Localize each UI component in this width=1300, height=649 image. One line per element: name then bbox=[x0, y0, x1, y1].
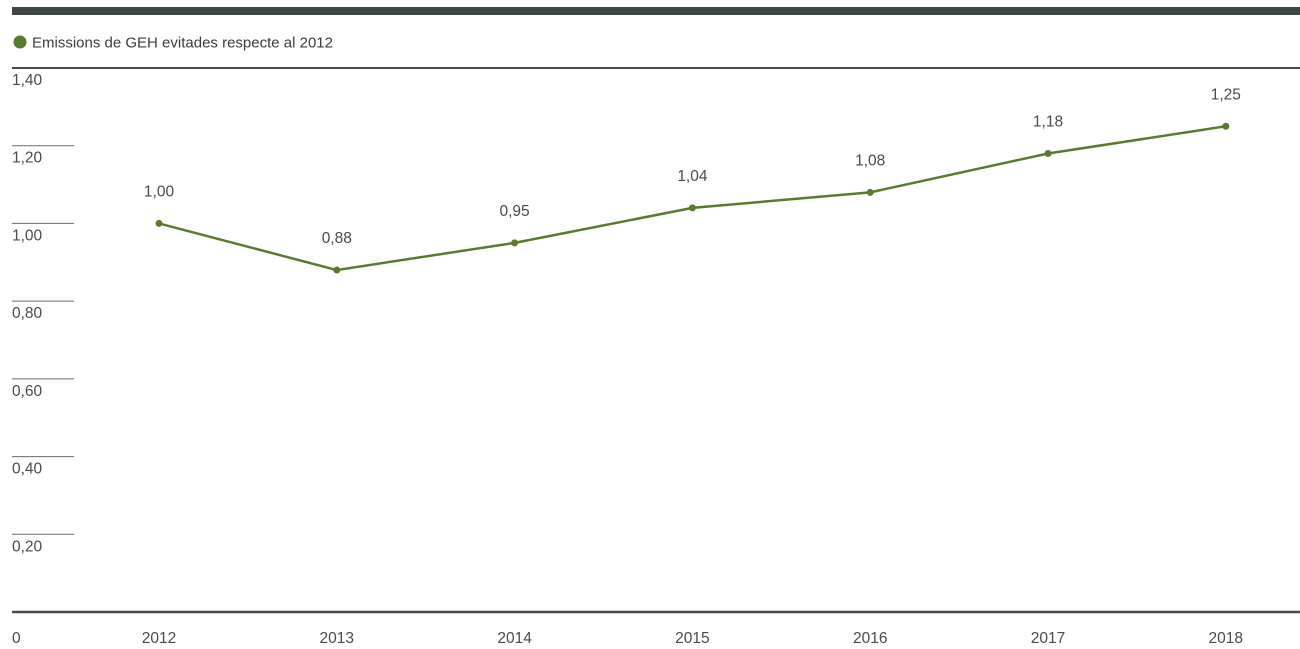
data-point bbox=[866, 188, 874, 196]
data-point bbox=[688, 204, 696, 212]
x-tick-label: 2015 bbox=[675, 630, 709, 647]
data-point bbox=[333, 266, 341, 274]
data-point bbox=[1222, 122, 1230, 130]
legend-label: Emissions de GEH evitades respecte al 20… bbox=[32, 35, 333, 52]
x-tick-label: 2012 bbox=[142, 630, 176, 647]
x-tick-label: 2017 bbox=[1031, 630, 1065, 647]
data-label: 1,08 bbox=[855, 152, 885, 169]
data-point bbox=[511, 239, 519, 247]
y-tick-label: 0,80 bbox=[12, 305, 43, 322]
y-tick-label-zero: 0 bbox=[12, 630, 21, 647]
data-label: 1,18 bbox=[1033, 113, 1063, 130]
top-header-bar bbox=[12, 7, 1300, 15]
data-label: 1,04 bbox=[677, 168, 708, 185]
y-tick-label: 0,40 bbox=[12, 461, 43, 478]
data-label: 1,00 bbox=[144, 183, 175, 200]
data-label: 0,88 bbox=[322, 230, 352, 247]
y-tick-label: 0,20 bbox=[12, 538, 43, 555]
y-tick-label: 1,00 bbox=[12, 227, 43, 244]
x-tick-label: 2014 bbox=[497, 630, 532, 647]
x-tick-label: 2018 bbox=[1209, 630, 1243, 647]
y-tick-label: 1,40 bbox=[12, 72, 43, 89]
data-label: 0,95 bbox=[500, 203, 530, 220]
legend: Emissions de GEH evitades respecte al 20… bbox=[13, 35, 333, 52]
y-tick-label: 1,20 bbox=[12, 150, 43, 167]
data-point bbox=[1044, 149, 1052, 157]
x-tick-label: 2013 bbox=[320, 630, 354, 647]
data-point bbox=[155, 219, 163, 227]
x-tick-label: 2016 bbox=[853, 630, 887, 647]
y-axis: 1,40 1,20 1,00 0,80 0,60 0,40 0,20 bbox=[12, 72, 74, 555]
series-line bbox=[158, 125, 1226, 272]
data-label: 1,25 bbox=[1211, 86, 1241, 103]
series-group: 1,00 0,88 0,95 1,04 1,08 1,18 1,25 bbox=[144, 86, 1241, 274]
legend-marker-icon bbox=[13, 35, 27, 49]
x-axis: 0 2012 2013 2014 2015 2016 2017 2018 bbox=[12, 630, 1243, 647]
y-tick-label: 0,60 bbox=[12, 383, 43, 400]
